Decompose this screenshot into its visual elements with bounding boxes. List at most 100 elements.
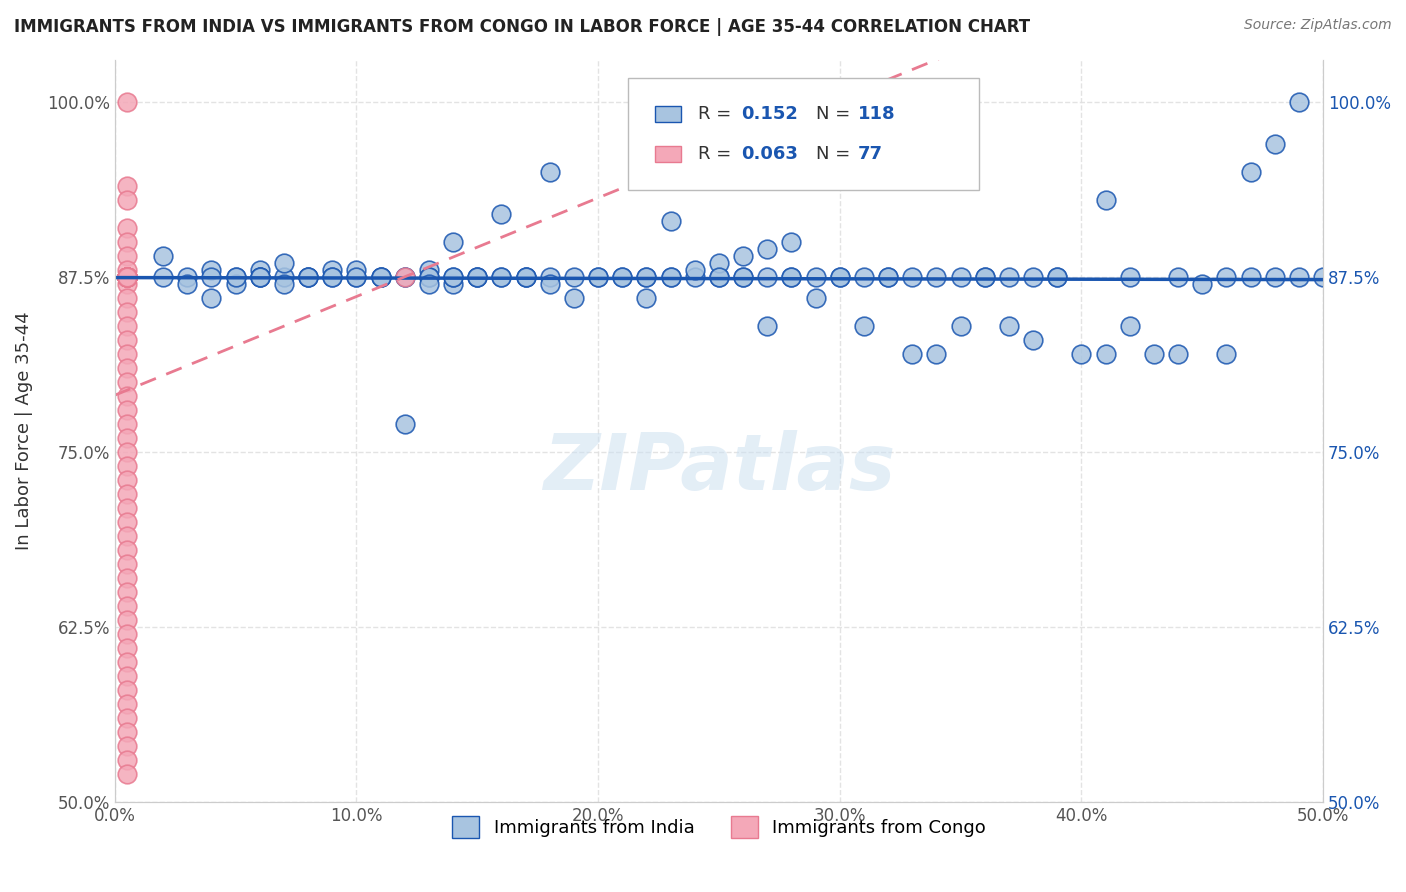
Point — [1215, 347, 1237, 361]
Point — [273, 269, 295, 284]
Point — [804, 291, 827, 305]
Point — [115, 767, 138, 781]
Point — [115, 318, 138, 333]
Point — [1167, 347, 1189, 361]
Point — [465, 269, 488, 284]
Point — [925, 269, 948, 284]
Point — [115, 269, 138, 284]
Point — [115, 333, 138, 347]
Y-axis label: In Labor Force | Age 35-44: In Labor Force | Age 35-44 — [15, 311, 32, 550]
Point — [115, 249, 138, 263]
Point — [225, 269, 247, 284]
Point — [115, 235, 138, 249]
Point — [115, 305, 138, 319]
Point — [115, 683, 138, 698]
Point — [273, 277, 295, 291]
Point — [707, 269, 730, 284]
Point — [756, 318, 779, 333]
Point — [1191, 277, 1213, 291]
Text: N =: N = — [815, 145, 856, 163]
Point — [973, 269, 995, 284]
Point — [636, 269, 658, 284]
Point — [115, 193, 138, 207]
Point — [346, 262, 368, 277]
Point — [115, 269, 138, 284]
Point — [115, 269, 138, 284]
Point — [756, 269, 779, 284]
Point — [115, 571, 138, 585]
Point — [115, 269, 138, 284]
Point — [115, 487, 138, 501]
Text: 0.063: 0.063 — [741, 145, 797, 163]
Point — [200, 269, 222, 284]
Point — [538, 164, 561, 178]
Point — [321, 269, 343, 284]
Point — [370, 269, 392, 284]
Point — [441, 235, 464, 249]
Point — [780, 269, 803, 284]
Point — [115, 269, 138, 284]
Point — [370, 269, 392, 284]
Point — [115, 585, 138, 599]
Point — [659, 269, 682, 284]
Point — [115, 458, 138, 473]
Point — [804, 269, 827, 284]
Point — [491, 207, 513, 221]
Point — [115, 543, 138, 558]
Point — [115, 269, 138, 284]
Point — [115, 269, 138, 284]
Point — [115, 739, 138, 754]
Point — [586, 269, 609, 284]
Point — [115, 697, 138, 711]
Point — [418, 262, 440, 277]
Point — [176, 269, 198, 284]
Point — [115, 269, 138, 284]
Point — [949, 269, 972, 284]
Point — [115, 269, 138, 284]
Point — [115, 269, 138, 284]
Point — [707, 256, 730, 270]
Point — [115, 291, 138, 305]
Point — [115, 269, 138, 284]
Point — [1264, 269, 1286, 284]
Point — [115, 529, 138, 543]
Point — [115, 403, 138, 417]
Point — [115, 269, 138, 284]
Point — [115, 269, 138, 284]
Point — [780, 235, 803, 249]
Point — [115, 269, 138, 284]
Point — [346, 269, 368, 284]
Point — [1143, 347, 1166, 361]
Point — [441, 269, 464, 284]
Point — [1022, 269, 1045, 284]
Point — [115, 501, 138, 516]
Text: 118: 118 — [858, 105, 896, 123]
Point — [321, 269, 343, 284]
Point — [297, 269, 319, 284]
Point — [394, 269, 416, 284]
Point — [538, 269, 561, 284]
Point — [115, 269, 138, 284]
Text: N =: N = — [815, 105, 856, 123]
Point — [877, 269, 900, 284]
Point — [1070, 347, 1092, 361]
Point — [115, 269, 138, 284]
Point — [115, 178, 138, 193]
Point — [115, 262, 138, 277]
Point — [612, 269, 634, 284]
Point — [115, 375, 138, 389]
Point — [1288, 95, 1310, 109]
FancyBboxPatch shape — [655, 145, 682, 162]
Point — [115, 277, 138, 291]
Point — [925, 347, 948, 361]
Point — [115, 269, 138, 284]
Point — [115, 269, 138, 284]
Point — [115, 431, 138, 445]
Point — [115, 269, 138, 284]
Point — [683, 269, 706, 284]
Point — [562, 269, 585, 284]
Point — [152, 249, 174, 263]
Point — [1119, 318, 1142, 333]
Point — [115, 269, 138, 284]
Point — [659, 269, 682, 284]
